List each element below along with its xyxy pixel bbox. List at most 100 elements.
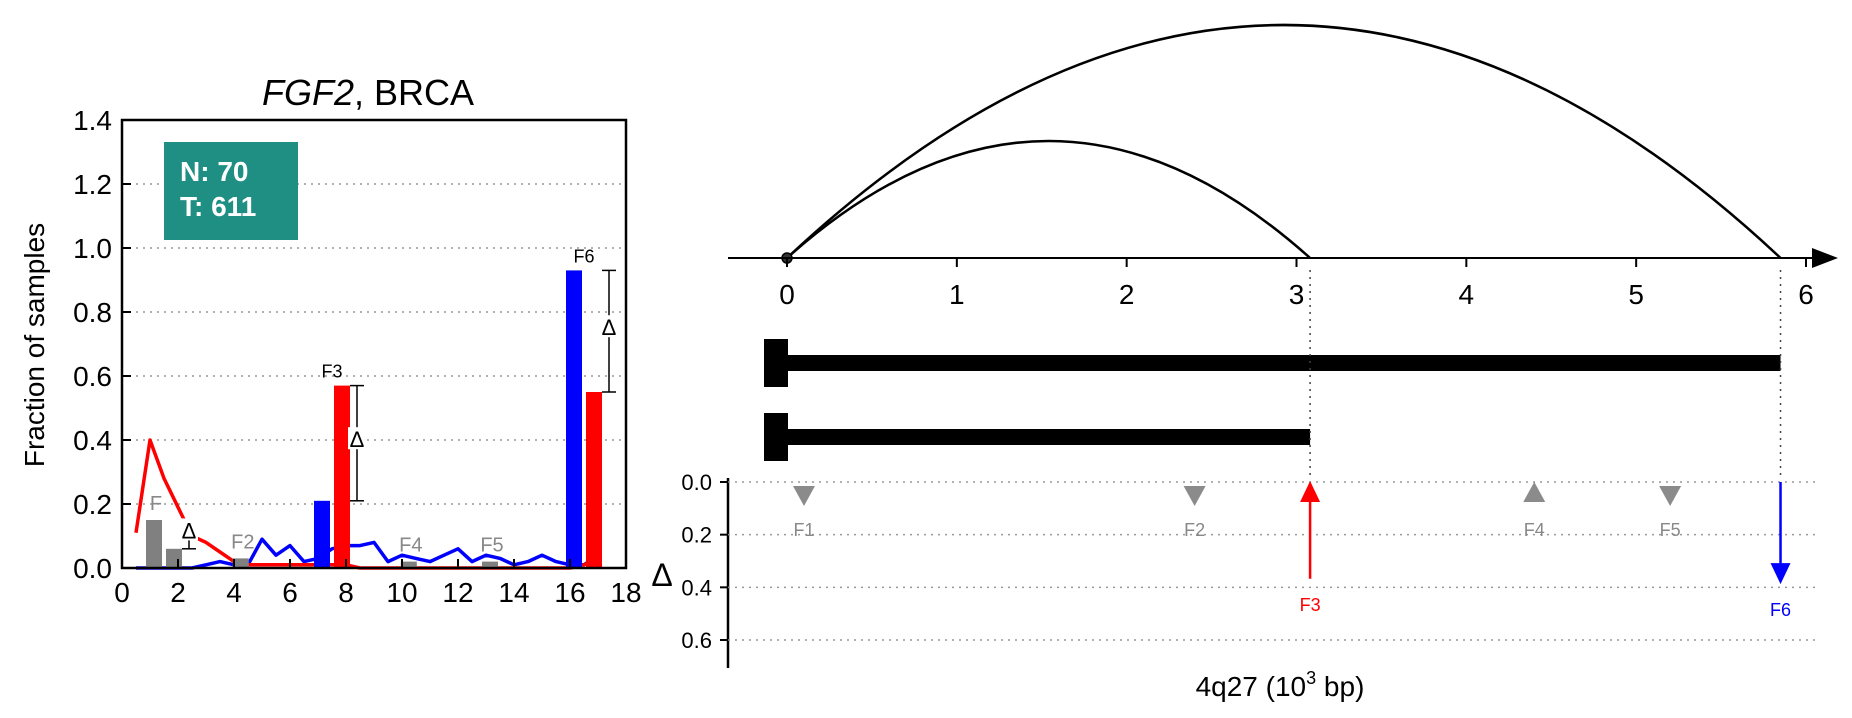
tumor-count: T: 611 — [180, 191, 256, 222]
feature-marker-f3: F3 — [1300, 270, 1321, 615]
tumor-bar — [334, 385, 350, 568]
x-tick-label: 4 — [226, 577, 242, 608]
delta-symbol: Δ — [182, 518, 197, 543]
normal-bar — [400, 561, 417, 568]
feature-marker-triangle — [1523, 482, 1546, 502]
bar-group-f2: F2 — [231, 531, 254, 568]
tumor-bar — [166, 548, 182, 568]
delta-symbol: Δ — [602, 315, 617, 340]
cancer-type: , BRCA — [354, 72, 474, 113]
feature-marker-f4: F4 — [1523, 482, 1546, 540]
feature-marker-triangle — [792, 486, 815, 506]
junction-arc — [786, 139, 1311, 259]
normal-bar — [566, 270, 582, 568]
delta-y-tick-label: 0.6 — [681, 628, 712, 653]
delta-axis-label: Δ — [651, 557, 672, 593]
feature-label: F5 — [1660, 520, 1681, 540]
feature-marker-f2: F2 — [1183, 486, 1206, 540]
tumor-bar — [586, 392, 602, 568]
delta-y-tick-label: 0.4 — [681, 575, 712, 600]
counts-box-bg — [164, 142, 298, 240]
feature-label: F3 — [321, 362, 342, 382]
feature-marker-f1: F1 — [792, 486, 815, 540]
feature-marker-triangle — [1659, 486, 1682, 506]
x-tick-label: 18 — [610, 577, 641, 608]
x-tick-label: 1 — [949, 279, 965, 310]
y-tick-label: 0.4 — [73, 425, 112, 456]
axis-label-superscript: 3 — [1306, 668, 1316, 688]
x-tick-label: 12 — [442, 577, 473, 608]
counts-box: N: 70 T: 611 — [164, 142, 298, 240]
delta-mask — [600, 315, 618, 338]
y-axis-label: Fraction of samples — [19, 223, 50, 467]
feature-marker-f6: F6 — [1770, 270, 1791, 620]
track-start-block — [764, 339, 788, 387]
normal-line — [136, 537, 599, 570]
x-tick-label: 4 — [1459, 279, 1475, 310]
y-tick-label: 0.0 — [73, 553, 112, 584]
delta-y-tick-label: 0.0 — [681, 470, 712, 495]
feature-label: F4 — [399, 535, 422, 557]
x-tick-label: 6 — [1798, 279, 1814, 310]
track-start-block — [764, 413, 788, 461]
x-tick-label: 0 — [114, 577, 130, 608]
track-bar — [788, 429, 1311, 445]
gene-name: FGF2 — [262, 72, 354, 113]
normal-count: N: 70 — [180, 156, 248, 187]
bar-group-f4: F4 — [399, 535, 422, 568]
y-tick-label: 1.4 — [73, 105, 112, 136]
y-tick-label: 1.2 — [73, 169, 112, 200]
x-tick-label: 10 — [386, 577, 417, 608]
delta-symbol: Δ — [350, 427, 365, 452]
feature-label: F1 — [793, 520, 814, 540]
delta-arrow-head — [1770, 563, 1791, 585]
transcript-tracks — [764, 339, 1781, 461]
plot-frame — [120, 118, 628, 570]
normal-bar — [482, 561, 498, 568]
x-tick-label: 5 — [1628, 279, 1644, 310]
feature-label: F4 — [1524, 520, 1545, 540]
x-tick-label: 0 — [779, 279, 795, 310]
axis-ticks: 0.0 0.2 0.4 0.6 0.8 1.0 1.2 1.4 0 2 4 6 8 10 12 14 16 18 — [73, 105, 642, 608]
feature-label: F2 — [1184, 520, 1205, 540]
track-bar — [788, 355, 1781, 371]
bar-group-f5: F5 — [480, 535, 504, 568]
delta-mask — [180, 518, 198, 541]
feature-label: F — [150, 493, 162, 515]
fraction-chart: FGF2, BRCA Fraction of samples FΔ F2F3ΔF4… — [19, 72, 642, 608]
transcript-track — [764, 339, 1781, 387]
normal-bar — [314, 500, 330, 568]
x-tick-label: 8 — [338, 577, 354, 608]
y-tick-label: 0.8 — [73, 297, 112, 328]
normal-bar — [232, 558, 249, 568]
x-tick-label: 6 — [282, 577, 298, 608]
feature-label: F5 — [480, 535, 503, 557]
y-tick-label: 0.2 — [73, 489, 112, 520]
bar-group-f6: F6 Δ — [566, 246, 618, 568]
axis-label-suffix: bp) — [1316, 671, 1364, 702]
delta-panel: Δ 0.0 0.2 0.4 0.6 F1 F2 F3 F4 F5 F6 — [651, 270, 1815, 668]
feature-marker-f5: F5 — [1659, 486, 1682, 540]
axis-arrowhead — [1812, 248, 1838, 268]
feature-label: F3 — [1300, 595, 1321, 615]
genomic-axis-label: 4q27 (103 bp) — [1196, 668, 1365, 702]
x-tick-label: 16 — [554, 577, 585, 608]
x-tick-label: 14 — [498, 577, 529, 608]
x-tick-label: 2 — [170, 577, 186, 608]
bar-group-f3: F3 Δ — [314, 362, 366, 568]
junction-arcs — [781, 23, 1782, 264]
feature-marker-triangle — [1183, 486, 1206, 506]
x-tick-label: 3 — [1289, 279, 1305, 310]
locus-diagram: 0 1 2 3 4 5 6 Δ 0.0 0.2 0.4 0.6 F1 F2 F3 F4 F5 F6 4q27 (… — [651, 23, 1838, 702]
feature-label: F6 — [1770, 600, 1791, 620]
genomic-axis: 0 1 2 3 4 5 6 — [728, 248, 1838, 310]
transcript-track — [764, 413, 1311, 461]
normal-bar — [146, 520, 162, 568]
y-tick-label: 0.6 — [73, 361, 112, 392]
y-tick-label: 1.0 — [73, 233, 112, 264]
feature-label: F6 — [573, 246, 594, 266]
delta-arrow-head — [1300, 481, 1321, 502]
x-tick-label: 2 — [1119, 279, 1135, 310]
